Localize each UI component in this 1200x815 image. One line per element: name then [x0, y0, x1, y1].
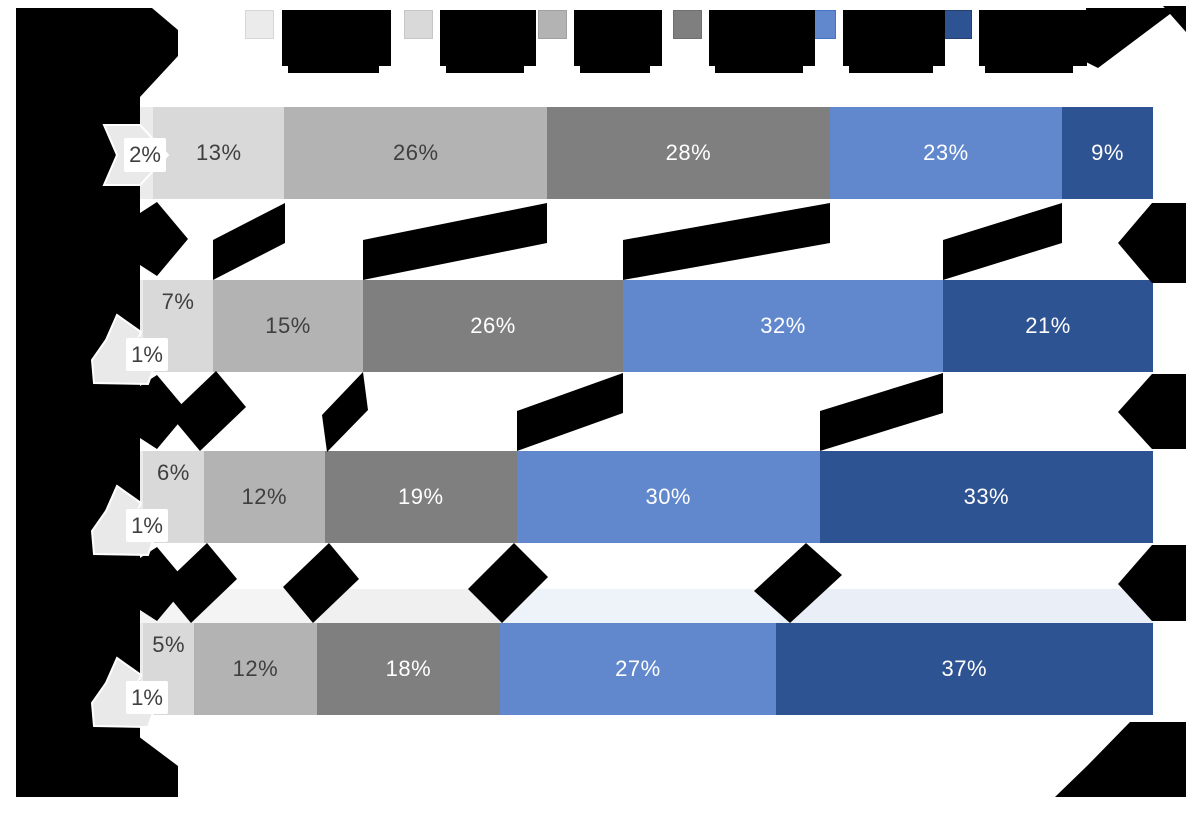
redaction-connector — [140, 202, 188, 276]
segment-label: 30% — [645, 484, 691, 509]
bar-row: 6% 12% 19% 30% 33% — [133, 451, 1153, 543]
segment-label: 21% — [1025, 313, 1071, 338]
legend-swatch — [943, 10, 972, 39]
bar-segment: 37% — [775, 623, 1153, 715]
bar-segment: 28% — [547, 107, 830, 199]
callout-label: 2% — [124, 138, 166, 172]
bar-row: 5% 12% 18% 27% 37% — [133, 623, 1153, 715]
redaction-title-corner — [140, 8, 178, 97]
redaction-bottom-right — [1055, 722, 1186, 797]
legend-swatch — [245, 10, 274, 39]
connector-tint-band — [133, 589, 1153, 623]
segment-label: 26% — [392, 140, 439, 165]
redaction-connector — [517, 373, 623, 451]
redaction-connector — [140, 375, 188, 449]
segment-label: 12% — [232, 656, 279, 681]
redaction-legend-label — [440, 10, 536, 73]
bar-segment: 26% — [284, 107, 548, 199]
redaction-bottom-left — [126, 727, 178, 797]
redaction-connector — [1118, 374, 1186, 449]
segment-label: 28% — [665, 140, 712, 165]
redaction-connector — [213, 203, 285, 280]
tint-segment — [779, 589, 1153, 623]
bar-segment: 12% — [203, 451, 325, 543]
segment-label: 6% — [156, 460, 190, 485]
tint-segment — [321, 589, 507, 623]
bar-segment: 32% — [623, 280, 943, 372]
bar-segment: 15% — [213, 280, 363, 372]
segment-label: 27% — [615, 656, 661, 681]
redaction-legend-label — [574, 10, 662, 73]
bar-segment: 33% — [819, 451, 1153, 543]
segment-label: 19% — [398, 484, 444, 509]
bar-row: 13% 26% 28% 23% 9% — [133, 107, 1153, 199]
segment-label: 26% — [470, 313, 516, 338]
segment-label: 7% — [161, 289, 195, 314]
redaction-legend-label — [843, 10, 945, 73]
bar-segment: 12% — [194, 623, 317, 715]
redaction-connector — [1118, 203, 1186, 283]
redaction-connector — [820, 373, 943, 451]
redaction-connector — [623, 203, 830, 280]
redaction-top-right-triangle — [1163, 6, 1186, 32]
redaction-connector — [363, 203, 547, 280]
callout-label: 1% — [126, 509, 168, 542]
redaction-connector — [322, 372, 368, 452]
segment-label: 5% — [152, 632, 186, 657]
segment-label: 32% — [760, 313, 806, 338]
bar-row: 7% 15% 26% 32% 21% — [133, 280, 1153, 372]
bar-segment: 27% — [500, 623, 776, 715]
redaction-legend-label — [709, 10, 815, 73]
legend-swatch — [404, 10, 433, 39]
segment-label: 33% — [963, 484, 1010, 509]
legend-swatch — [807, 10, 836, 39]
tint-segment — [133, 589, 321, 623]
segment-label: 15% — [265, 313, 311, 338]
segment-label: 23% — [923, 140, 969, 165]
tint-segment — [507, 589, 779, 623]
bar-segment: 19% — [324, 451, 517, 543]
segment-label: 12% — [241, 484, 288, 509]
bar-segment: 9% — [1062, 107, 1153, 199]
bar-segment: 23% — [829, 107, 1063, 199]
segment-label: 37% — [941, 656, 988, 681]
segment-label: 13% — [196, 140, 242, 165]
bar-segment: 13% — [153, 107, 285, 199]
segment-label: 18% — [385, 656, 432, 681]
redaction-legend-label — [282, 10, 391, 73]
segment-label: 9% — [1091, 140, 1124, 165]
redaction-top-right-diagonal — [1086, 8, 1170, 68]
redaction-left-column — [16, 8, 140, 797]
bar-segment: 18% — [316, 623, 501, 715]
callout-label: 1% — [126, 338, 168, 371]
bar-segment: 26% — [363, 280, 623, 372]
redaction-connector — [170, 371, 246, 451]
legend-swatch — [538, 10, 567, 39]
callout-label: 1% — [126, 681, 168, 714]
bar-segment: 21% — [943, 280, 1153, 372]
bar-segment: 30% — [516, 451, 820, 543]
redaction-connector — [943, 203, 1062, 280]
legend-swatch — [673, 10, 702, 39]
redaction-legend-label — [979, 10, 1087, 73]
